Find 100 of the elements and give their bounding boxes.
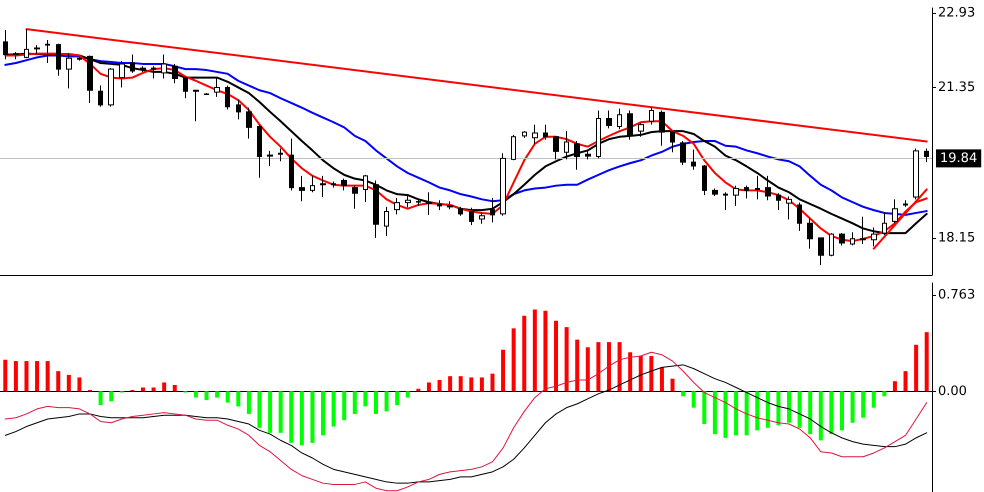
bar — [268, 391, 272, 433]
bar — [670, 378, 675, 392]
candlestick — [511, 134, 516, 161]
candlestick — [416, 198, 421, 206]
candlestick — [733, 185, 739, 206]
candlestick — [119, 60, 125, 88]
bar — [162, 382, 166, 392]
candlestick — [384, 206, 389, 236]
bar — [882, 391, 886, 396]
candlestick — [786, 196, 792, 220]
bar — [618, 342, 622, 392]
candlestick — [680, 140, 686, 166]
bar — [98, 391, 103, 406]
candlestick — [627, 110, 633, 140]
candlestick — [289, 138, 294, 191]
candlestick — [437, 200, 442, 211]
bar — [660, 367, 664, 392]
bar — [204, 391, 209, 400]
candlestick — [214, 78, 220, 98]
bar — [226, 391, 230, 403]
y-tick-label: 0.763 — [938, 288, 976, 303]
candlestick — [151, 66, 156, 80]
candlestick — [924, 148, 929, 163]
bar — [395, 391, 400, 406]
bar — [522, 316, 526, 392]
bar — [798, 391, 802, 428]
candlestick — [310, 175, 315, 193]
bar — [469, 377, 474, 392]
candlestick — [98, 85, 103, 108]
bar — [321, 391, 326, 436]
bar — [532, 309, 537, 392]
bar — [829, 391, 834, 434]
candlestick — [426, 192, 432, 216]
bar — [723, 391, 728, 438]
candlestick — [532, 124, 538, 144]
bar — [448, 376, 452, 392]
bar — [246, 391, 251, 414]
bar — [152, 388, 156, 392]
bar — [194, 391, 198, 398]
candlestick — [193, 90, 199, 122]
y-tick-label: 21.35 — [938, 80, 976, 95]
candlestick — [670, 130, 675, 153]
ref-line-label: 19.84 — [940, 150, 978, 166]
candlestick — [829, 232, 834, 257]
bar — [840, 391, 844, 430]
candlestick — [183, 76, 188, 99]
bar — [215, 391, 220, 398]
bar — [352, 391, 357, 414]
candlestick — [479, 212, 485, 224]
candlestick — [500, 152, 506, 216]
candlestick — [606, 110, 612, 129]
candlestick — [522, 130, 527, 138]
bar — [543, 310, 548, 392]
bar — [140, 388, 145, 392]
bar — [628, 352, 632, 392]
bar — [374, 391, 378, 414]
bar — [438, 380, 442, 392]
bar — [501, 350, 506, 392]
y-tick-label: 22.93 — [938, 6, 976, 21]
candlestick — [574, 140, 580, 170]
bar — [257, 391, 262, 428]
bar — [766, 391, 770, 428]
bar — [14, 361, 18, 392]
candlestick — [341, 178, 347, 191]
candlestick — [765, 175, 771, 201]
candlestick — [352, 185, 358, 210]
candlestick — [839, 232, 845, 246]
candlestick — [278, 148, 283, 162]
bar — [236, 391, 240, 406]
candlestick — [850, 232, 855, 246]
candlestick — [236, 100, 241, 120]
candlestick — [638, 122, 644, 138]
candlestick — [807, 218, 813, 250]
candlestick — [712, 188, 718, 197]
bar — [56, 371, 60, 392]
candlestick — [394, 197, 400, 215]
candlestick — [892, 198, 898, 224]
bar — [24, 361, 28, 392]
bar — [638, 356, 643, 392]
candlestick — [108, 68, 114, 108]
bar — [458, 376, 463, 392]
bar — [575, 340, 580, 392]
candlestick — [204, 92, 209, 96]
bar — [850, 391, 855, 423]
bar — [776, 391, 780, 426]
candlestick — [723, 192, 728, 211]
bar — [606, 342, 611, 392]
candlestick — [553, 135, 559, 160]
candlestick — [913, 148, 919, 200]
candlestick — [617, 108, 622, 130]
candlestick — [543, 124, 548, 140]
bar — [904, 371, 908, 392]
bar — [363, 391, 368, 406]
bar — [818, 391, 823, 440]
candlestick — [755, 175, 760, 200]
bar — [289, 391, 294, 443]
candlestick — [903, 200, 908, 208]
bar — [872, 391, 876, 408]
candlestick — [649, 107, 654, 126]
bar — [596, 342, 600, 392]
